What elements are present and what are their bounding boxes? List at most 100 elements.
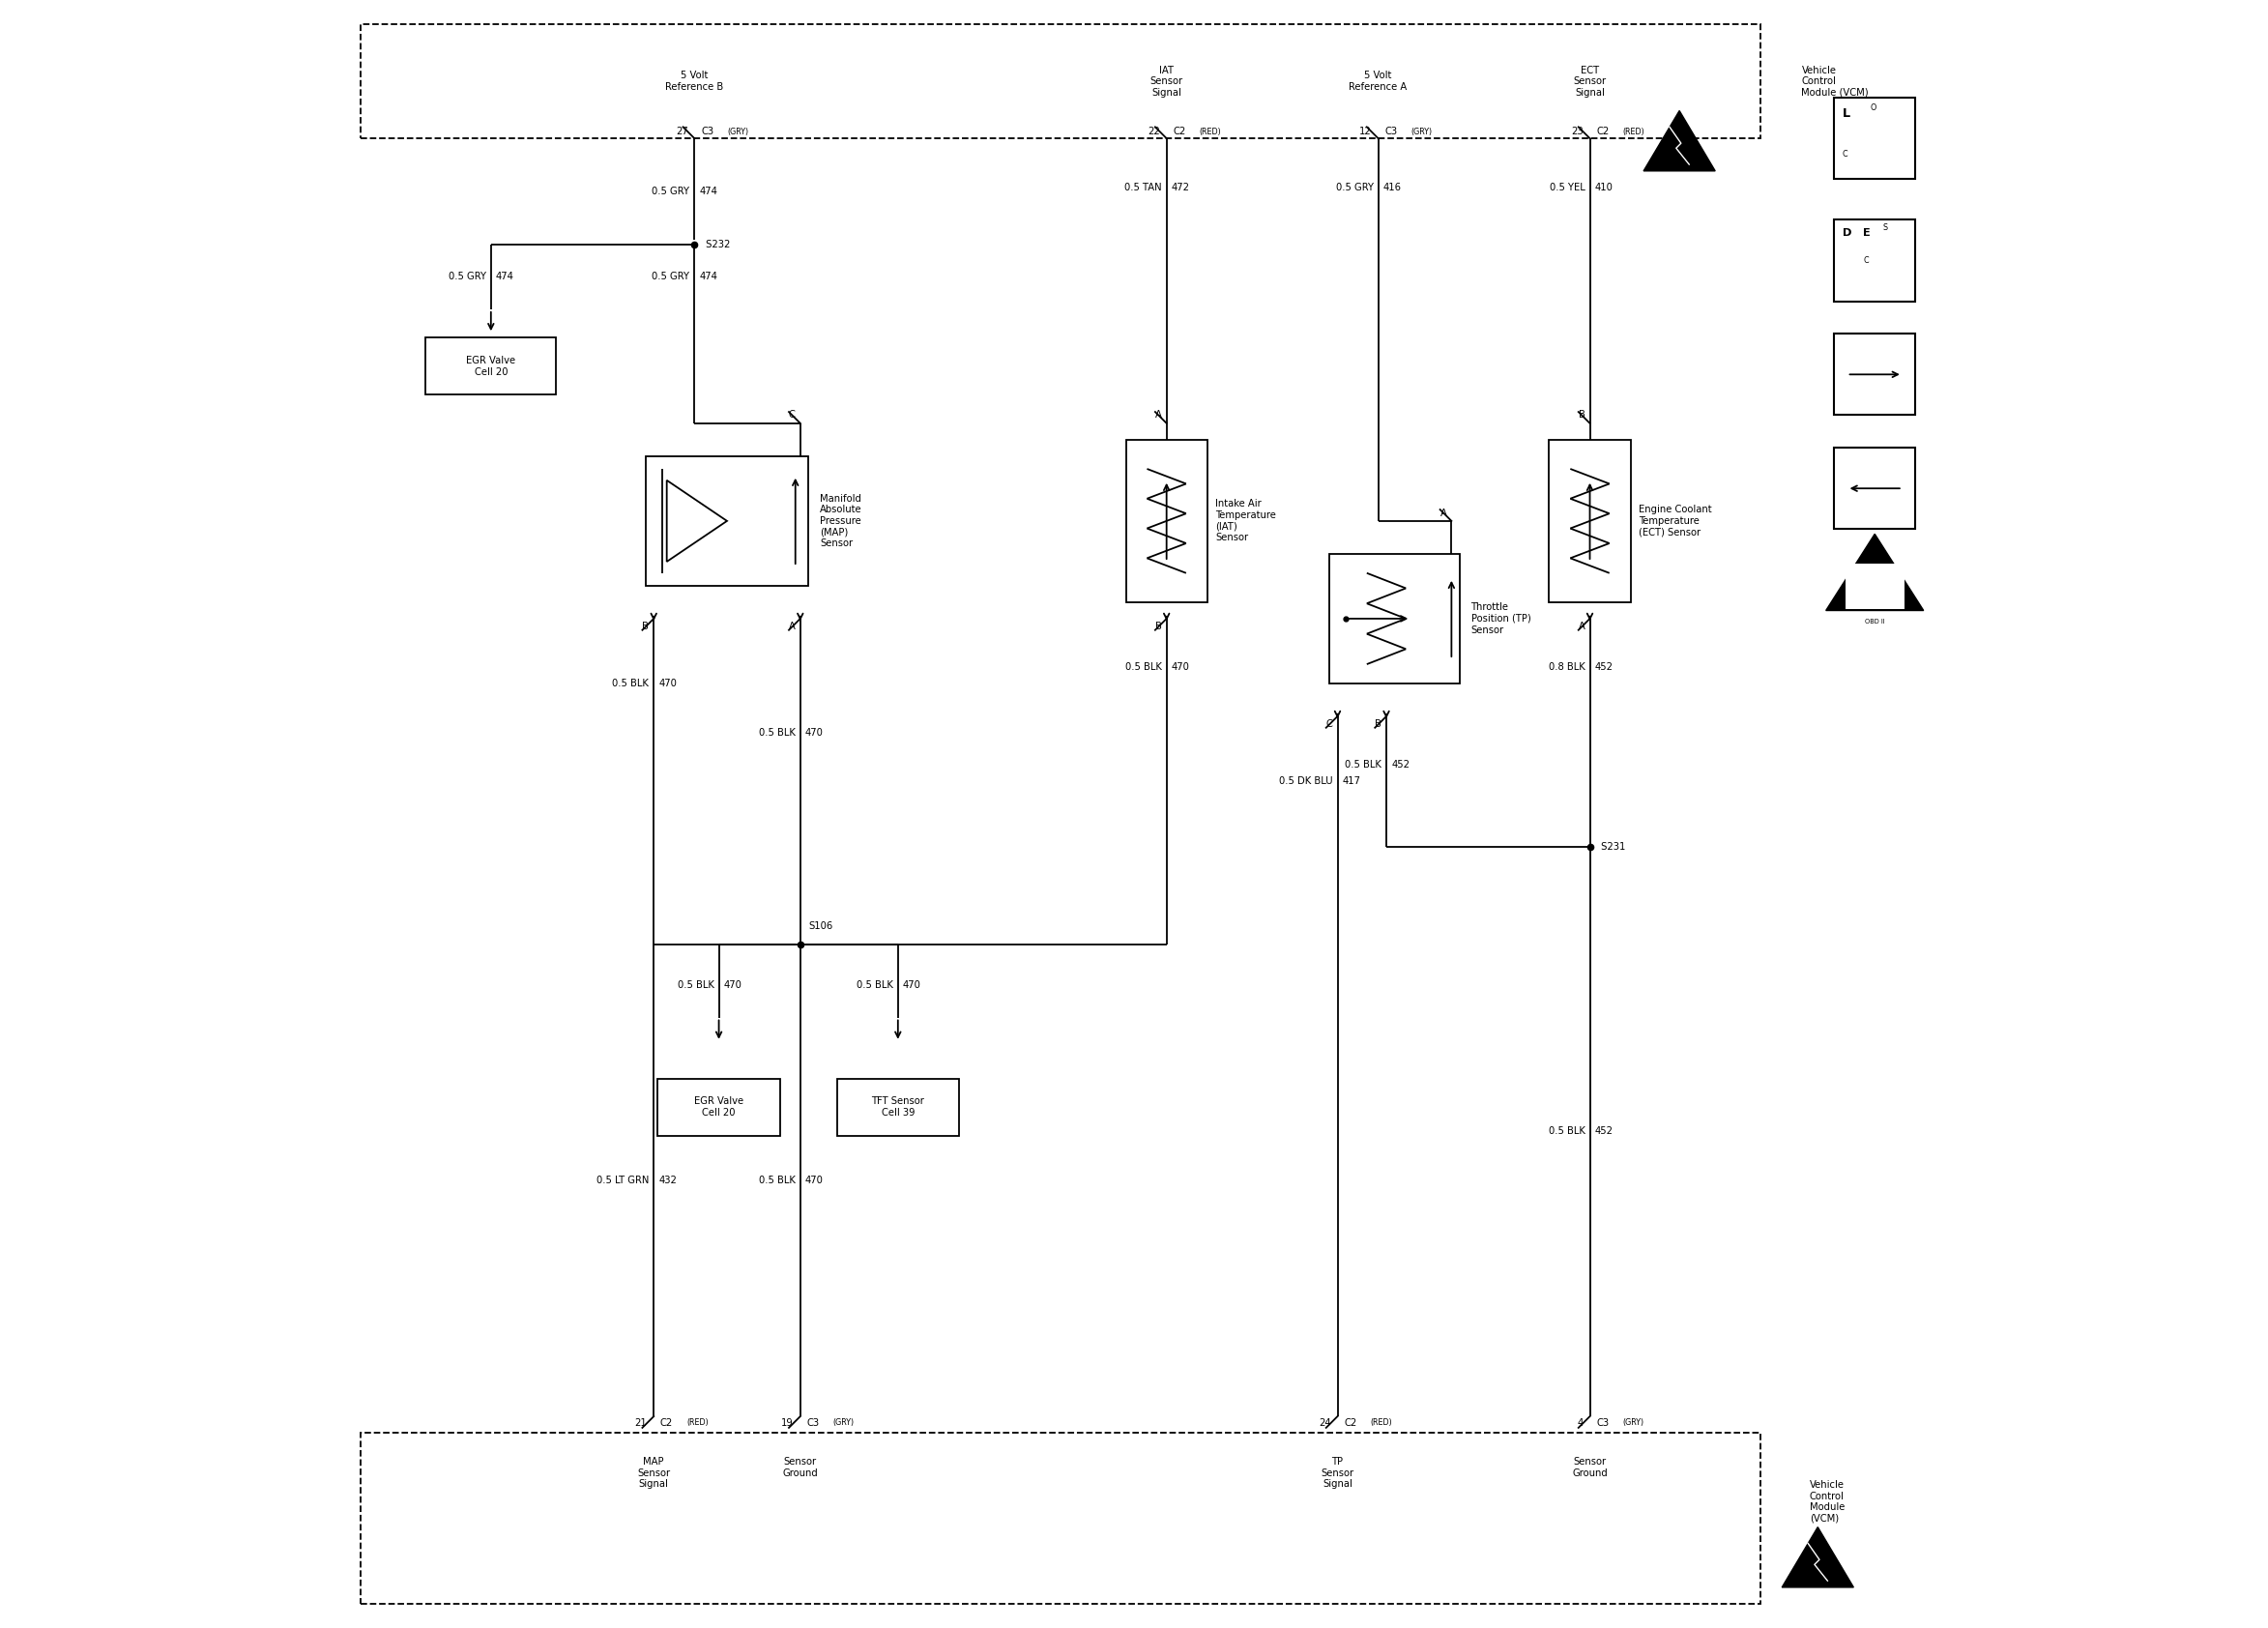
Bar	[1125, 440, 1207, 602]
Text: 452: 452	[1594, 663, 1613, 672]
Text: O: O	[1869, 103, 1876, 112]
Text: 474: 474	[699, 187, 717, 195]
Text: 470: 470	[658, 679, 676, 689]
Bar	[426, 339, 556, 396]
Text: 4: 4	[1576, 1418, 1583, 1428]
Text: 452: 452	[1594, 1127, 1613, 1136]
Text: (GRY): (GRY)	[1622, 1418, 1644, 1426]
Text: 474: 474	[497, 272, 515, 282]
Text: MAP
Sensor
Signal: MAP Sensor Signal	[637, 1457, 671, 1490]
Text: 0.5 DK BLU: 0.5 DK BLU	[1279, 777, 1334, 786]
Text: 23: 23	[1572, 127, 1583, 137]
Text: (RED): (RED)	[1370, 1418, 1393, 1426]
Text: 0.5 BLK: 0.5 BLK	[760, 1175, 796, 1185]
Text: Throttle
Position (TP)
Sensor: Throttle Position (TP) Sensor	[1472, 602, 1531, 635]
Text: II: II	[1871, 584, 1878, 594]
Bar	[1846, 563, 1905, 609]
Text: OBD II: OBD II	[1864, 619, 1885, 625]
Polygon shape	[1644, 111, 1715, 171]
Polygon shape	[1826, 534, 1923, 610]
Text: C3: C3	[1597, 1418, 1608, 1428]
Text: B: B	[1579, 410, 1585, 420]
Text: D: D	[1842, 228, 1851, 238]
Text: EGR Valve
Cell 20: EGR Valve Cell 20	[467, 357, 515, 376]
Text: 0.5 BLK: 0.5 BLK	[1125, 663, 1161, 672]
Text: Manifold
Absolute
Pressure
(MAP)
Sensor: Manifold Absolute Pressure (MAP) Sensor	[819, 493, 862, 549]
Text: 0.5 BLK: 0.5 BLK	[760, 728, 796, 737]
Text: S232: S232	[703, 239, 730, 249]
Text: C3: C3	[807, 1418, 819, 1428]
Bar	[646, 456, 807, 586]
Text: Engine Coolant
Temperature
(ECT) Sensor: Engine Coolant Temperature (ECT) Sensor	[1640, 505, 1712, 537]
Text: 410: 410	[1594, 182, 1613, 192]
Text: (RED): (RED)	[687, 1418, 708, 1426]
Text: S106: S106	[807, 921, 832, 931]
Text: C: C	[1327, 720, 1334, 729]
Text: A: A	[1154, 410, 1161, 420]
Bar	[658, 1079, 780, 1136]
Text: 474: 474	[699, 272, 717, 282]
Text: 22: 22	[1148, 127, 1159, 137]
Text: (RED): (RED)	[1622, 129, 1644, 137]
Text: C: C	[1842, 150, 1848, 160]
Text: (GRY): (GRY)	[1411, 129, 1431, 137]
Text: A: A	[1440, 508, 1447, 518]
Text: EGR Valve
Cell 20: EGR Valve Cell 20	[694, 1097, 744, 1117]
Bar	[1835, 448, 1916, 529]
Text: S231: S231	[1599, 842, 1626, 851]
Text: TFT Sensor
Cell 39: TFT Sensor Cell 39	[871, 1097, 925, 1117]
Text: 27: 27	[676, 127, 687, 137]
Text: Vehicle
Control
Module (VCM): Vehicle Control Module (VCM)	[1801, 65, 1869, 98]
Text: A: A	[1579, 622, 1585, 632]
Text: 0.5 YEL: 0.5 YEL	[1549, 182, 1585, 192]
Text: 0.5 BLK: 0.5 BLK	[612, 679, 649, 689]
Bar	[837, 1079, 959, 1136]
Text: 5 Volt
Reference B: 5 Volt Reference B	[665, 72, 723, 91]
Text: 0.5 BLK: 0.5 BLK	[1345, 760, 1381, 770]
Text: B: B	[642, 622, 649, 632]
Polygon shape	[1783, 1527, 1853, 1587]
Text: 0.5 GRY: 0.5 GRY	[449, 272, 485, 282]
Text: 470: 470	[723, 980, 742, 990]
Text: B: B	[1374, 720, 1381, 729]
Bar	[1549, 440, 1631, 602]
Text: 0.5 GRY: 0.5 GRY	[1336, 182, 1374, 192]
Text: 452: 452	[1390, 760, 1411, 770]
Bar	[1329, 554, 1461, 684]
Text: A: A	[789, 622, 796, 632]
Text: 0.5 GRY: 0.5 GRY	[651, 272, 689, 282]
Text: 0.5 TAN: 0.5 TAN	[1125, 182, 1161, 192]
Text: Vehicle
Control
Module
(VCM): Vehicle Control Module (VCM)	[1810, 1480, 1844, 1524]
Text: 5 Volt
Reference A: 5 Volt Reference A	[1349, 72, 1408, 91]
Text: S: S	[1882, 223, 1887, 233]
Text: C: C	[789, 410, 796, 420]
Bar	[1835, 98, 1916, 179]
Bar	[1846, 570, 1903, 610]
Text: C3: C3	[701, 127, 714, 137]
Text: 12: 12	[1359, 127, 1372, 137]
Text: 0.5 BLK: 0.5 BLK	[1549, 1127, 1585, 1136]
Text: Sensor
Ground: Sensor Ground	[1572, 1457, 1608, 1478]
Text: C3: C3	[1386, 127, 1397, 137]
Text: 24: 24	[1318, 1418, 1331, 1428]
Text: 19: 19	[782, 1418, 794, 1428]
Bar	[361, 24, 1760, 138]
Bar	[1835, 220, 1916, 301]
Text: 470: 470	[903, 980, 921, 990]
Text: 0.5 BLK: 0.5 BLK	[678, 980, 714, 990]
Text: C2: C2	[1345, 1418, 1356, 1428]
Text: C2: C2	[660, 1418, 674, 1428]
Text: TP
Sensor
Signal: TP Sensor Signal	[1320, 1457, 1354, 1490]
Text: 21: 21	[635, 1418, 646, 1428]
Text: C2: C2	[1597, 127, 1610, 137]
Text: 472: 472	[1173, 182, 1191, 192]
Text: B: B	[1154, 622, 1161, 632]
Text: E: E	[1864, 228, 1871, 238]
Text: C2: C2	[1173, 127, 1186, 137]
Bar	[1835, 334, 1916, 415]
Text: Intake Air
Temperature
(IAT)
Sensor: Intake Air Temperature (IAT) Sensor	[1216, 500, 1277, 542]
Text: (GRY): (GRY)	[832, 1418, 855, 1426]
Text: L: L	[1842, 107, 1851, 120]
Text: 470: 470	[805, 728, 823, 737]
Text: ECT
Sensor
Signal: ECT Sensor Signal	[1574, 65, 1606, 98]
